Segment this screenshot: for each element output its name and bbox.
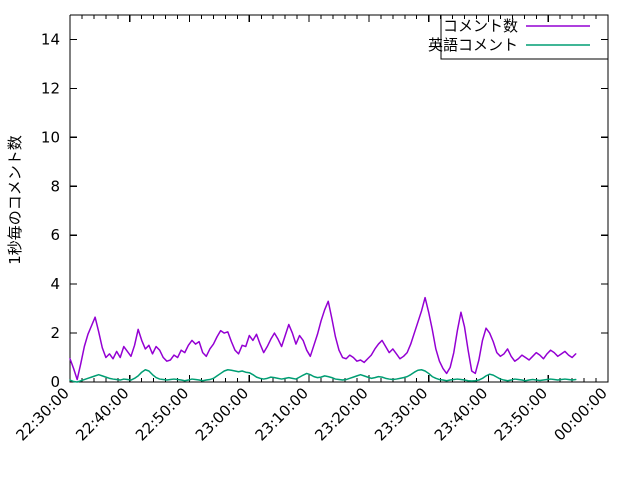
series-line-comment-count: [69, 296, 577, 381]
y-tick-label: 2: [50, 324, 60, 342]
x-tick-label: 23:20:00: [311, 384, 371, 444]
x-tick-label: 22:50:00: [132, 384, 192, 444]
y-tick-label: 4: [50, 275, 60, 293]
y-axis-label-group: 1秒毎のコメント数: [6, 135, 24, 265]
y-tick-labels: 0 2 4 6 8 10 12 14: [41, 30, 60, 391]
x-tick-label: 00:00:00: [550, 384, 610, 444]
y-tick-label: 10: [41, 128, 60, 146]
x-tick-labels: 22:30:00 22:40:00 22:50:00 23:00:00 23:10:00…: [12, 384, 610, 444]
legend-frame: [440, 14, 609, 60]
y-axis-label: 1秒毎のコメント数: [6, 135, 24, 265]
x-tick-label: 23:30:00: [371, 384, 431, 444]
x-tick-label: 22:40:00: [72, 384, 132, 444]
y-tick-label: 14: [41, 30, 60, 48]
y-tick-label: 6: [50, 226, 60, 244]
legend-label-0: コメント数: [443, 17, 518, 35]
x-tick-label: 23:40:00: [431, 384, 491, 444]
y-tick-label: 8: [50, 177, 60, 195]
x-tick-label: 23:50:00: [491, 384, 551, 444]
plot-frame: [69, 14, 609, 383]
x-tick-label: 22:30:00: [12, 384, 72, 444]
y-tick-label: 0: [50, 373, 60, 391]
series-line-english-comment: [69, 369, 577, 383]
legend-label-1: 英語コメント: [428, 36, 518, 54]
series-group: [69, 296, 577, 383]
y-tick-label: 12: [41, 79, 60, 97]
x-tick-label: 23:00:00: [192, 384, 252, 444]
axes-group: [69, 14, 609, 383]
x-tick-label: 23:10:00: [252, 384, 312, 444]
